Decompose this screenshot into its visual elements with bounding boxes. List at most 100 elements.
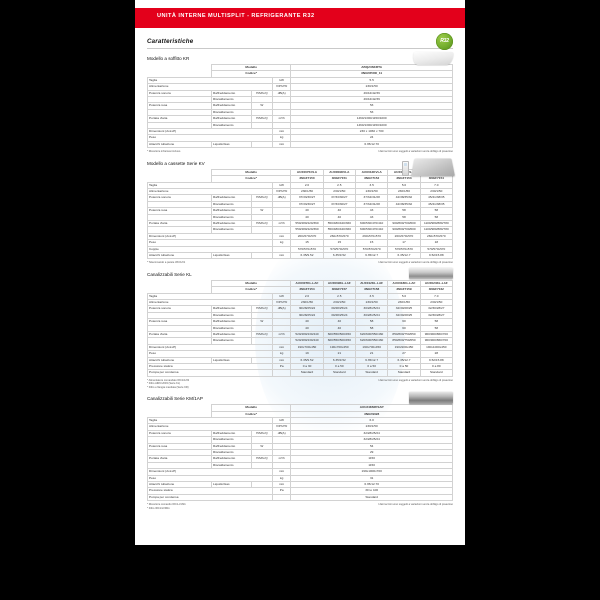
row-unit: mm [272, 480, 292, 489]
table-header-modello: Modello ABQ24SKRTA [148, 63, 453, 72]
cell-value: 1150 [290, 461, 453, 470]
cell-value: 230/1/50 [419, 187, 454, 196]
table-row: Riscaldamento 40 40 43 58 58 [146, 213, 454, 221]
row-unit: m³/h [272, 455, 292, 463]
table-row: Taglia kW 2.0 2.5 3.5 5.0 7.0 [146, 292, 454, 301]
cell-value: Standard [290, 493, 453, 502]
table-header-modello: Modello AUX007KL-LAF AUX009KL-LAF AUX012KL-… [148, 279, 454, 288]
row-unit: Pa [272, 487, 292, 495]
cell-value: 45/41/38/35 [419, 200, 454, 209]
product-image [412, 52, 454, 65]
cell-value: 30 to 100 [290, 487, 453, 495]
table-row: Peso kg 15 15 15 17 18 [146, 239, 454, 247]
table-row: Attacchi tubazione Liquido/Gas mm 6.35/12.7… [146, 140, 453, 149]
row-unit [272, 226, 292, 234]
spec-table: ModelloAUX007KVLAAUX009KVLAAUX012KVLAAUX… [146, 168, 454, 260]
section-title: Canalizzabili Serie KM/1AP [147, 396, 203, 402]
row-mid [250, 140, 274, 149]
cell-value: 9.52/15.88 [419, 251, 454, 260]
table-header-codice: Codice* 3NGF7154 3NGF7157 3NGF7158 3NGF7159 3… [148, 286, 454, 294]
cell-value: 53 [290, 108, 453, 117]
r32-logo-label: R32 [440, 38, 449, 44]
remote-control-image [402, 160, 409, 176]
row-unit: kg [272, 350, 292, 358]
table-row: Dimensioni (AxLxP) mm 260x570x570 260x570x5… [146, 232, 454, 241]
cell-value: 6.35/12.7 [354, 251, 389, 260]
model-code: 3NGF7162 [419, 286, 454, 294]
table-row: Pompa per condensa Standard Standard Standa… [146, 369, 454, 377]
table-row: Potenza resa Raffreddamento W 40 40 58 60 58 [146, 318, 454, 326]
row-label [146, 226, 213, 234]
table-row: Potenza resa Raffreddamento W 40 40 43 58 58 [146, 207, 454, 215]
model-name: AUX009KL-LAF [322, 279, 356, 288]
table-row: Dimensioni (AxLxP) mm 190x700x450 190x700x4… [146, 343, 454, 352]
product-section: Modello a cassette Serie KV Modello AUX007… [146, 158, 455, 265]
header-bar [135, 8, 465, 28]
cell-value: 24 [290, 134, 453, 142]
product-image [409, 392, 453, 405]
cell-value: 550/480/420/360 [290, 226, 324, 234]
cassette-unit-image [411, 158, 455, 176]
cell-value: 550/480/420/360 [322, 226, 356, 234]
spec-table: Modello ABQ24SKRTA Codice* 3NGF8500/_11 Tagl… [146, 63, 453, 149]
row-unit: kW [272, 292, 292, 301]
section-title: Modello a soffitto KR [147, 56, 190, 61]
cell-value: 900/800/700/600 [387, 226, 421, 234]
cell-value: Standard [419, 369, 454, 377]
cell-value: 260x570x570 [419, 232, 454, 241]
cell-value: Standard [387, 369, 421, 377]
cell-value: 32/28/25/24 [290, 429, 453, 438]
row-label: Potenza resa [146, 207, 213, 215]
cell-value: 46/44/42/39 [290, 89, 453, 98]
modello-header: Modello [211, 63, 292, 72]
cell-value: 58 [419, 318, 454, 326]
table-header-modello: Modello AXU24KMP/1AP [148, 404, 453, 412]
cell-value: 520/480/430/440 [290, 337, 324, 345]
cell-value: 5.5 [290, 76, 453, 85]
cell-value: 58 [419, 213, 454, 221]
table-row: Coppie 570/570x570 570/570x570 570/570x570 5… [146, 245, 454, 254]
cell-value: 7.0 [419, 292, 454, 301]
cell-value: 600/530/470/410 [354, 219, 389, 228]
cell-value: 6.0 [290, 416, 453, 425]
table-header-codice: Codice* 3NGF9028 [148, 410, 453, 418]
product-section: Canalizzabili Serie KM/1AP Modello AXU24KM… [146, 392, 453, 510]
cell-value: 550/480/420/360 [290, 219, 324, 228]
row-unit: m³/h [272, 219, 292, 228]
cell-value: 1460/1300/1150/1000 [290, 115, 453, 123]
cell-value: 1100/980/880/780 [419, 226, 454, 234]
codice-header: Codice* [211, 410, 292, 418]
cell-value: 960/900/860/700 [419, 337, 454, 345]
row-unit: kW [272, 181, 292, 189]
footnote-left: * Alimentatore comandato IRC1/1/03 * Filt… [147, 378, 190, 389]
table-row: Riscaldamento 53 [146, 108, 453, 117]
table-header-codice: Codice* 3NGF8500/_11 [148, 70, 453, 78]
cell-value: 190x1000x450 [419, 343, 454, 352]
caratteristiche-title: Caratteristiche [147, 38, 194, 45]
row-label: Pompa per condensa [146, 369, 274, 377]
table-row: Portata d'aria Raffreddamento H/M/L/Q m³/h 5… [146, 219, 454, 228]
cell-value: 32/30/28/27 [419, 305, 454, 313]
table-row: Peso kg 24 [146, 134, 453, 142]
caratteristiche-header: Caratteristiche R32 [147, 33, 453, 50]
footnote-right: I dati tecnici sono soggetti a variazion… [378, 378, 453, 382]
table-row: Potenza sonora Raffreddamento H/M/L/Q dB(A)… [146, 89, 453, 98]
cell-value: 53 [290, 102, 453, 110]
row-unit: V/Ph/Hz [272, 298, 292, 307]
model-code: 3NGF8500/_11 [290, 70, 453, 78]
row-unit: kW [272, 416, 292, 425]
row-mid [250, 251, 274, 260]
table-row: Pompa per condensa Standard [146, 493, 453, 502]
cell-value: 600/550/500/450 [322, 330, 356, 339]
row-unit: dB(A) [272, 305, 292, 313]
cell-value: 960/900/860/700 [419, 330, 454, 339]
row-unit [272, 245, 292, 254]
model-name: AXU24KMP/1AP [290, 404, 453, 412]
row-unit: V/Ph/Hz [272, 423, 292, 431]
table-notes: * Ricevitore infrarossi incluso I dati te… [147, 150, 453, 153]
table-notes: * Alimentatore comandato IRC1/1/03 * Filt… [147, 379, 453, 389]
cell-value: 230/1/50 [290, 423, 453, 431]
table-row: Dimensioni (AxLxP) mm 230 x 1060 x 700 [146, 128, 453, 136]
cell-value: 6.35/9.52 [322, 251, 356, 260]
